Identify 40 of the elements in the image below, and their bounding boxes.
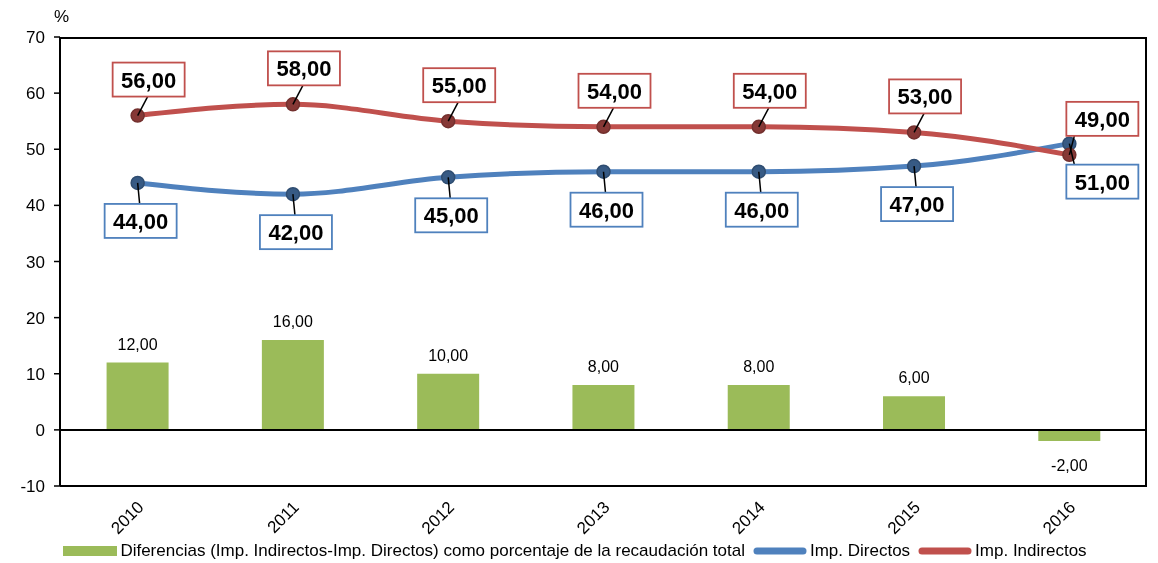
y-axis-title: %: [54, 7, 70, 27]
y-tick-label: -10: [20, 477, 45, 497]
data-label: 46,00: [734, 197, 790, 223]
data-label: 47,00: [889, 192, 945, 218]
legend-label: Diferencias (Imp. Indirectos-Imp. Directos) como porcentaje de la recaudación total: [120, 541, 745, 561]
bar: [883, 396, 946, 430]
bar: [106, 362, 169, 430]
data-label: 10,00: [428, 346, 469, 364]
data-label: 42,00: [268, 220, 324, 246]
data-label: 6,00: [898, 369, 930, 387]
data-label: 49,00: [1074, 106, 1130, 132]
data-label: 44,00: [113, 208, 169, 234]
data-label: 56,00: [121, 67, 177, 93]
data-label: 8,00: [743, 357, 775, 375]
y-tick-label: 70: [26, 28, 45, 48]
y-tick-label: 20: [26, 308, 45, 328]
data-label: 16,00: [272, 313, 313, 331]
data-label: 8,00: [587, 357, 620, 375]
data-label: 46,00: [578, 197, 635, 223]
data-label: 53,00: [897, 84, 953, 110]
data-label: 51,00: [1074, 169, 1130, 195]
legend-label: Imp. Indirectos: [975, 541, 1087, 561]
y-tick-label: 50: [26, 140, 45, 160]
y-tick-label: 30: [26, 252, 45, 272]
bar: [417, 373, 480, 430]
y-tick-label: 10: [26, 364, 45, 384]
y-tick-label: 0: [35, 420, 45, 440]
data-label: 55,00: [431, 73, 487, 99]
legend-label: Imp. Directos: [809, 541, 911, 561]
y-tick-label: 40: [26, 196, 45, 216]
data-label: 54,00: [742, 78, 798, 104]
data-label: 58,00: [276, 56, 332, 82]
data-label: 12,00: [117, 335, 158, 353]
bar: [572, 384, 635, 430]
data-label: 54,00: [586, 78, 643, 104]
data-label: -2,00: [1051, 457, 1088, 475]
bar: [261, 340, 324, 430]
y-tick-label: 60: [26, 84, 45, 104]
bar: [727, 384, 790, 430]
data-label: 45,00: [423, 203, 479, 229]
